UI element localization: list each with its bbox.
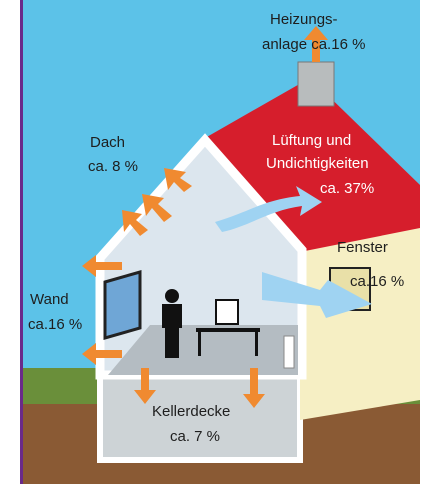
label: Kellerdecke — [152, 403, 230, 420]
label: Undichtigkeiten — [266, 155, 369, 172]
label: ca. 37% — [320, 180, 374, 197]
monitor — [216, 300, 238, 324]
chimney — [298, 62, 334, 106]
person — [165, 328, 179, 358]
label: ca.16 % — [350, 273, 404, 290]
label: Heizungs- — [270, 11, 338, 28]
person — [165, 289, 179, 303]
label: Dach — [90, 134, 125, 151]
label: Wand — [30, 291, 69, 308]
illustration: Heizungs- anlage ca.16 % Dach ca. 8 % Lü… — [0, 0, 426, 484]
label: anlage ca.16 % — [262, 36, 365, 53]
window-left — [105, 272, 140, 338]
table — [196, 328, 260, 332]
label: ca. 7 % — [170, 428, 220, 445]
radiator — [284, 336, 294, 368]
label: ca. 8 % — [88, 158, 138, 175]
label: ca.16 % — [28, 316, 82, 333]
label: Fenster — [337, 239, 388, 256]
person — [162, 304, 182, 328]
table — [198, 332, 201, 356]
border — [20, 0, 23, 484]
table — [255, 332, 258, 356]
label: Lüftung und — [272, 132, 351, 149]
